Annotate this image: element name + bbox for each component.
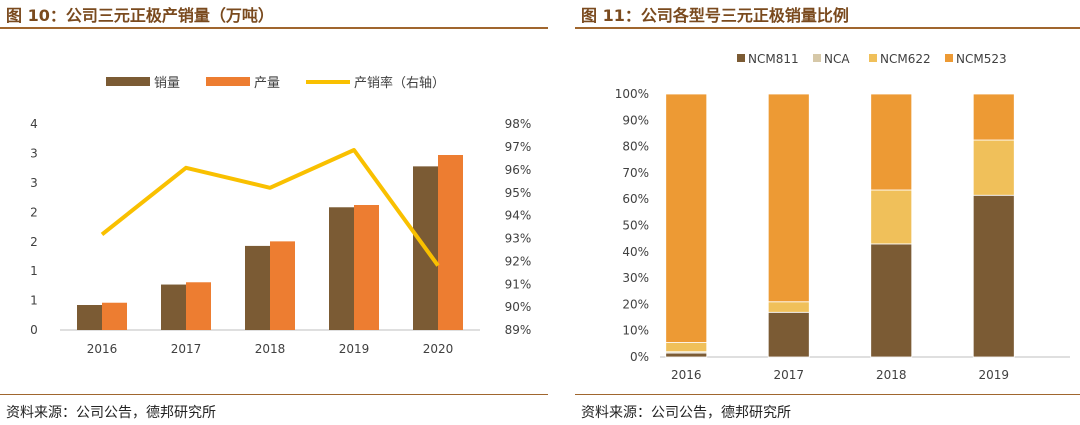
right-title-rule [575,27,1080,29]
x-axis-tick-label: 2018 [876,368,907,382]
stacked-bar-ncm523 [767,93,810,303]
right-axis-tick-label: 98% [505,117,532,131]
x-axis-tick-label: 2018 [255,342,286,356]
y-axis-tick-label: 0% [630,350,649,364]
x-axis-tick-label: 2017 [773,368,804,382]
left-axis-tick-label: 0 [30,323,38,337]
legend-swatch [106,77,150,86]
right-axis-tick-label: 94% [505,209,532,223]
left-figure: 图 10：公司三元正极产销量（万吨） 0 1 1 2 2 3 3 4 89% 90% 91% 92% 9… [0,6,548,421]
stacked-bar-ncm622 [767,301,810,313]
right-source-note: 资料来源：公司公告，德邦研究所 [581,405,791,421]
left-axis-tick-label: 1 [30,294,38,308]
left-axis-tick-label: 1 [30,264,38,278]
model-share-chart: 0% 10% 20% 30% 40% 50% 60% 70% 80% 90% 100% 2016 201… [615,52,1070,382]
legend-label: 产量 [254,76,280,91]
legend-label: NCM523 [956,52,1007,66]
y-axis-tick-label: 30% [622,271,649,285]
x-axis-tick-label: 2019 [978,368,1009,382]
right-axis-tick-label: 90% [505,300,532,314]
y-axis-tick-label: 100% [615,87,649,101]
legend-swatch [813,54,821,62]
right-axis-tick-label: 91% [505,277,532,291]
x-axis-tick-label: 2020 [423,342,454,356]
bar-production [438,155,463,330]
x-axis-tick-label: 2019 [339,342,370,356]
legend-label: NCM622 [880,52,931,66]
stacked-bar-ncm622 [870,189,913,245]
bar-production [354,205,379,330]
right-axis-tick-label: 89% [505,323,532,337]
left-axis-tick-label: 3 [30,147,38,161]
legend-swatch [869,54,877,62]
stacked-bar-ncm523 [665,93,708,343]
right-source-rule [575,394,1080,395]
y-axis-tick-label: 80% [622,140,649,154]
x-axis-tick-label: 2016 [87,342,118,356]
left-title-rule [0,27,548,29]
legend-swatch [206,77,250,86]
legend-label: 销量 [154,76,180,91]
right-axis-tick-label: 95% [505,186,532,200]
right-figure-title: 图 11：公司各型号三元正极销量比例 [581,6,849,25]
stacked-bar-ncm622 [665,342,708,353]
bar-production [186,282,211,330]
bar-sales [161,284,186,330]
legend-swatch [737,54,745,62]
ratio-line [100,148,440,267]
production-sales-chart: 0 1 1 2 2 3 3 4 89% 90% 91% 92% 93% 94% 95% 96% 97% 98% 20… [30,75,532,356]
left-axis-tick-label: 2 [30,205,38,219]
left-source-note: 资料来源：公司公告，德邦研究所 [6,405,216,421]
legend-swatch [945,54,953,62]
bar-production [270,241,295,330]
stacked-bar-ncm811 [972,194,1015,358]
bar-production [102,302,127,330]
right-axis-tick-label: 97% [505,140,532,154]
legend-label: 产销率（右轴） [354,75,445,91]
stacked-bar-ncm811 [870,243,913,358]
y-axis-tick-label: 50% [622,219,649,233]
bar-sales [245,245,270,330]
left-axis-tick-label: 2 [30,235,38,249]
bar-sales [329,207,354,330]
y-axis-tick-label: 10% [622,324,649,338]
left-source-rule [0,394,548,395]
stacked-bar-ncm523 [972,93,1015,141]
y-axis-tick-label: 70% [622,166,649,180]
x-axis-tick-label: 2017 [171,342,202,356]
left-figure-title: 图 10：公司三元正极产销量（万吨） [6,6,274,25]
y-axis-tick-label: 90% [622,113,649,127]
y-axis-tick-label: 60% [622,192,649,206]
left-axis-tick-label: 4 [30,117,38,131]
stacked-bar-ncm523 [870,93,913,191]
stacked-bar-ncm622 [972,139,1015,196]
y-axis-tick-label: 40% [622,245,649,259]
right-axis-tick-label: 93% [505,232,532,246]
right-axis-tick-label: 96% [505,163,532,177]
bar-sales [77,305,102,330]
x-axis-tick-label: 2016 [671,368,702,382]
right-axis-tick-label: 92% [505,254,532,268]
right-figure: 图 11：公司各型号三元正极销量比例 0% 10% 20% 30% 40% 50% 60% 7… [575,0,1080,425]
left-axis-tick-label: 3 [30,176,38,190]
y-axis-tick-label: 20% [622,297,649,311]
stacked-bar-ncm811 [665,352,708,358]
stacked-bar-ncm811 [767,311,810,358]
legend-label: NCA [824,52,850,66]
legend-label: NCM811 [748,52,799,66]
